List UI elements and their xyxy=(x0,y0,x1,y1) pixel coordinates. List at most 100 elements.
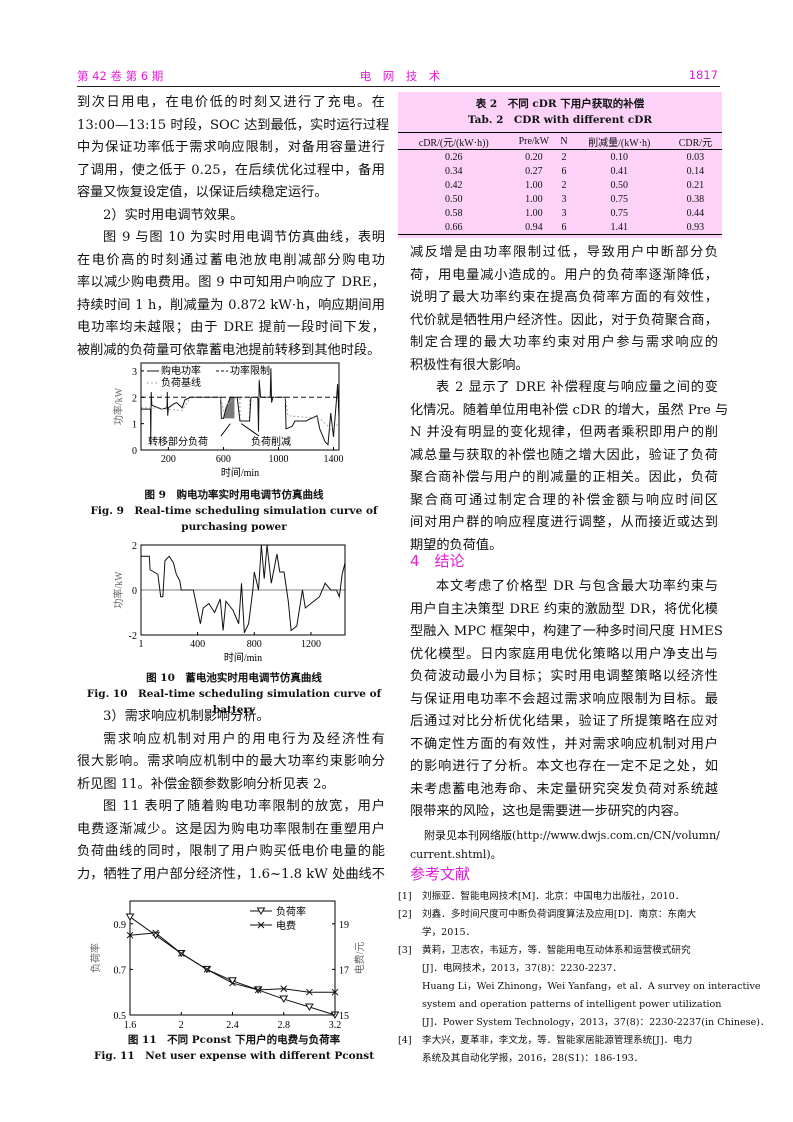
header-rule xyxy=(77,86,720,87)
reference-line: [J]．Power System Technology，2013，37(8)：2… xyxy=(422,1017,770,1028)
paragraph: 减反增是由功率限制过低，导致用户中断部分负 荷，用电量减小造成的。用户的负荷率逐渐… xyxy=(410,242,718,377)
section-heading-conclusion: 4 结论 xyxy=(410,552,465,570)
figure-11-chart: 1.622.42.83.20.50.70.9151719Pconst/kW负荷率… xyxy=(89,900,366,1031)
header-journal: 电 网 技 术 xyxy=(359,69,441,83)
caption-cn: 图 11 不同 Pconst 下用户的电费与负荷率 xyxy=(127,1034,341,1046)
text-line: 积极性有很大影响。 xyxy=(410,357,529,373)
series-line-dotted xyxy=(141,396,340,430)
legend-label: 购电功率 xyxy=(161,364,201,377)
y-tick-label: -2 xyxy=(129,631,137,642)
figure-9-caption: 图 9 购电功率实时用电调节仿真曲线 Fig. 9 Real-time sche… xyxy=(74,487,394,535)
text-line: 了调用，使之低于 0.25，在后续优化过程中，备用 xyxy=(77,162,385,178)
text-line: 间对用户群的响应程度进行调整，从而接近或达到 xyxy=(410,515,718,530)
text-line: 减反增是由功率限制过低，导致用户中断部分负 xyxy=(410,245,718,260)
reference-item: [4] 李大兴，夏革非，李文龙，等．智能家居能源管理系统[J]．电力 系统及其自动化… xyxy=(398,1032,720,1068)
subsection-heading: 3）需求响应机制影响分析。 xyxy=(103,709,270,724)
text-line: 代价就是牺牲用户经济性。因此，对于负荷聚合商， xyxy=(410,312,718,328)
reference-item: [1] 刘振亚．智能电网技术[M]．北京：中国电力出版社，2010． xyxy=(398,888,720,906)
caption-en: purchasing power xyxy=(181,521,287,533)
text-line: 聚合商可通过制定合理的补偿金额与响应时间区 xyxy=(410,492,718,508)
text-line: 率以减少购电费用。图 9 中可知用户响应了 DRE， xyxy=(77,275,385,290)
legend-label: 电费 xyxy=(276,919,296,932)
table-cell: 0.26 xyxy=(445,151,463,163)
y-tick-label: 2 xyxy=(132,541,137,552)
x-tick-label: 1.6 xyxy=(124,1020,137,1031)
expense-marker xyxy=(126,931,134,939)
table-title-cn: 表 2 不同 cDR 下用户获取的补偿 xyxy=(475,98,645,110)
table-cell: 0.34 xyxy=(445,165,463,177)
text-line: 图 9 与图 10 为实时用电调节仿真曲线，表明 xyxy=(103,230,385,245)
text-line: 荷，用电量减小造成的。用户的负荷率逐渐降低， xyxy=(410,267,718,283)
reference-number: [1] xyxy=(398,891,412,902)
text-line: 很大影响。需求响应机制中的最大功率约束影响分 xyxy=(77,754,385,769)
legend-label: 功率限制 xyxy=(230,364,270,377)
y-right-tick-label: 15 xyxy=(339,1011,349,1022)
table-cell: 0.75 xyxy=(610,207,629,219)
caption-en: Fig. 10 Real-time scheduling simulation … xyxy=(86,688,382,716)
x-tick-label: 1 xyxy=(139,639,144,650)
reference-line: Huang Li，Wei Zhinong，Wei Yanfang，et al．A… xyxy=(422,981,761,992)
text-line: 负荷波动最小为目标；实时用电调整策略以经济性 xyxy=(410,669,718,684)
table-2: 表 2 不同 cDR 下用户获取的补偿 Tab. 2 CDR with diff… xyxy=(398,92,722,238)
text-line: 化情况。随着单位用电补偿 cDR 的增大，虽然 Pre 与 xyxy=(410,402,729,418)
table-cell: 1.00 xyxy=(525,179,543,191)
table-row: 0.66 0.94 6 1.41 0.93 xyxy=(398,220,722,235)
table-cell: 0.42 xyxy=(445,179,463,191)
caption-en: Fig. 9 Real-time scheduling simulation c… xyxy=(90,505,378,517)
text-line: 优化模型。日内家庭用电优化策略以用户净支出与 xyxy=(410,646,718,662)
text-line: 持续时间 1 h，削减量为 0.872 kW·h，响应期间用 xyxy=(77,297,385,313)
load-rate-marker xyxy=(125,913,135,921)
reference-line: 系统及其自动化学报，2016，28(S1)：186-193． xyxy=(422,1053,644,1064)
text-line: 聚合商补偿与用户的削减量的正相关。因此，负荷 xyxy=(410,470,718,485)
references-heading: 参考文献 xyxy=(410,865,471,883)
text-line: 用户自主决策型 DRE 约束的激励型 DR，将优化模 xyxy=(410,601,718,617)
right-text: 减反增是由功率限制过低，导致用户中断部分负 荷，用电量减小造成的。用户的负荷率逐渐… xyxy=(410,242,729,557)
annotation-label: 负荷削减 xyxy=(251,435,291,448)
table-cell: 1.00 xyxy=(525,207,543,219)
table-cell: 1.00 xyxy=(525,193,543,205)
text-line: 到次日用电，在电价低的时刻又进行了充电。在 xyxy=(77,95,385,110)
table-title-en: Tab. 2 CDR with different cDR xyxy=(467,114,653,126)
table-cell: 6 xyxy=(558,220,570,235)
text-line: 期望的负荷值。 xyxy=(410,537,503,553)
y-tick-label: 0.7 xyxy=(114,965,127,976)
legend-marker xyxy=(256,907,266,915)
figure-11-caption: 图 11 不同 Pconst 下用户的电费与负荷率 Fig. 11 Net us… xyxy=(74,1032,394,1064)
text-line: 电费逐渐减少。这是因为购电功率限制在重塑用户 xyxy=(77,821,385,837)
text-line: 制定合理的最大功率约束对用户参与需求响应的 xyxy=(410,335,718,350)
x-tick-label: 1000 xyxy=(268,454,288,465)
conclusion-text: 本文考虑了价格型 DR 与包含最大功率约束与 用户自主决策型 DRE 约束的激励型… xyxy=(410,576,723,824)
table-cell: 0.75 xyxy=(610,193,629,205)
reference-number: [2] xyxy=(398,909,412,920)
table-header-cell: 削减量/(kW·h) xyxy=(569,132,669,150)
table-cell: 0.20 xyxy=(525,151,543,163)
table-cell: 0.38 xyxy=(686,193,705,205)
text-line: 中为保证功率低于需求响应限制，对备用容量进行 xyxy=(77,140,385,155)
table-cell: 0.94 xyxy=(509,220,559,235)
paragraph: 表 2 显示了 DRE 补偿程度与响应量之间的变化情况。随着单位用电补偿 cDR… xyxy=(410,377,729,557)
x-tick-label: 800 xyxy=(247,639,262,650)
plot-frame xyxy=(140,362,340,451)
table-cell: 0.27 xyxy=(525,165,543,177)
x-tick-label: 1200 xyxy=(301,639,321,650)
paragraph: 图 11 表明了随着购电功率限制的放宽，用户 电费逐渐减少。这是因为购电功率限制在… xyxy=(77,796,385,886)
series-line-solid xyxy=(141,368,340,446)
reference-line: 黄莉，卫志农，韦延方，等．智能用电互动体系和运营模式研究 xyxy=(422,945,691,956)
text-line: 表 2 显示了 DRE 补偿程度与响应量之间的变 xyxy=(436,380,718,395)
caption-en: Fig. 11 Net user expense with different … xyxy=(93,1050,375,1062)
table-cell: 0.14 xyxy=(686,165,705,177)
text-line: 与保证用电功率不会超过需求响应限制为目标。最 xyxy=(410,691,718,707)
text-line: 减总量与获取的补偿也随之增大因此，验证了负荷 xyxy=(410,447,718,463)
paragraph: 本文考虑了价格型 DR 与包含最大功率约束与 用户自主决策型 DRE 约束的激励型… xyxy=(410,576,723,824)
table-cell: 2 xyxy=(561,151,567,163)
x-tick-label: 2.8 xyxy=(278,1020,291,1031)
x-tick-label: 1400 xyxy=(323,454,343,465)
text-line: N 并没有明显的变化规律，但两者乘积即用户的削 xyxy=(410,425,718,440)
table-cell: 6 xyxy=(561,165,567,177)
x-axis-label: 时间/min xyxy=(221,466,259,479)
reference-line: 刘鑫．多时间尺度可中断负荷调度算法及应用[D]．南京：东南大 xyxy=(422,909,697,920)
caption-cn: 图 10 蓄电池实时用电调节仿真曲线 xyxy=(146,672,322,684)
left-text-bottom: 3）需求响应机制影响分析。 需求响应机制对用户的用电行为及经济性有 很大影响。需求… xyxy=(77,706,385,886)
y-tick-label: 0.5 xyxy=(114,1011,127,1022)
